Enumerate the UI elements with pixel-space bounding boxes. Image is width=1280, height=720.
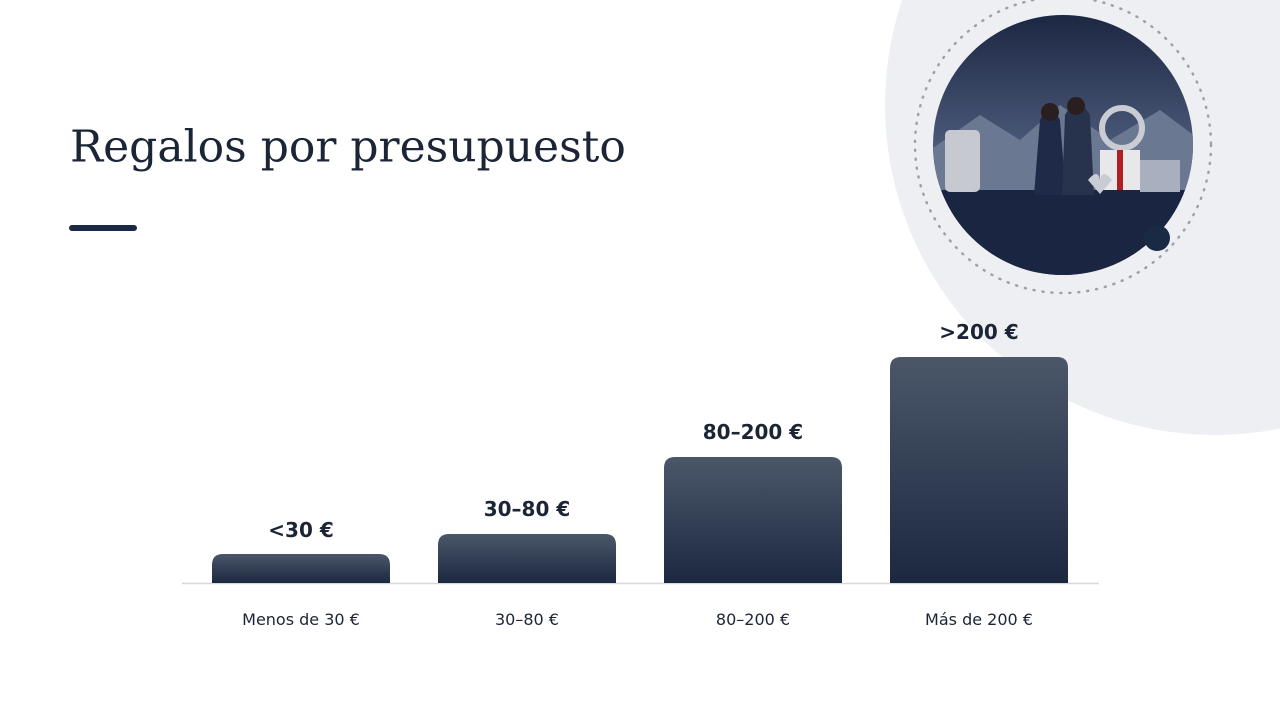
illustration [933, 15, 1193, 275]
bar [890, 357, 1068, 583]
bar-caption: 80–200 € [716, 610, 790, 629]
bar-label: 80–200 € [703, 420, 803, 444]
accent-dot [1144, 225, 1170, 251]
bar-caption: Más de 200 € [925, 610, 1033, 629]
bar [212, 554, 390, 583]
title: Regalos por presupuesto [70, 122, 626, 173]
bar [664, 457, 842, 583]
dotted-ring [913, 0, 1213, 295]
bar-label: <30 € [268, 518, 333, 542]
bar-caption: Menos de 30 € [242, 610, 360, 629]
bar-label: 30–80 € [484, 497, 571, 521]
bar [438, 534, 616, 583]
title-underline [69, 225, 137, 231]
bar-label: >200 € [939, 320, 1018, 344]
bar-caption: 30–80 € [495, 610, 559, 629]
